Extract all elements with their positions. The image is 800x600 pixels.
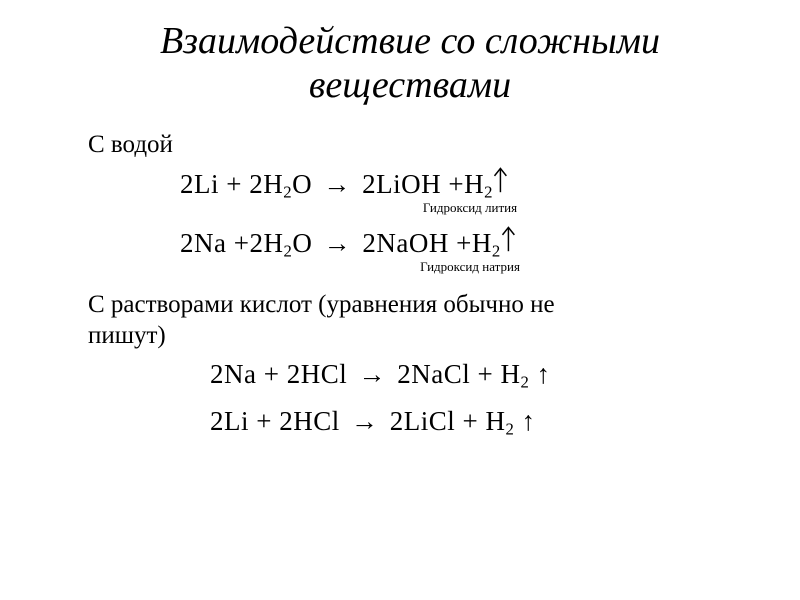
equation-caption-naoh: Гидроксид натрия [180, 259, 760, 275]
eq-token: OH [401, 169, 441, 199]
section-water: С водой 2Li + 2H2O → 2LiOH +H2 Гидроксид… [60, 129, 760, 274]
eq-token: i [393, 169, 401, 199]
eq-token: + [226, 228, 249, 258]
eq-token: O [292, 228, 312, 258]
equation-na-water: 2Na +2H2O → 2NaOH +H2 [180, 230, 760, 257]
title-line-2: веществами [309, 64, 511, 106]
acids-label-line1: С растворами кислот (уравнения обычно не [88, 291, 555, 318]
acids-label-line2: пишут) [88, 322, 166, 349]
eq-token: H [263, 228, 283, 258]
equations-acids: 2Na + 2HCl → 2NaCl + H2 ↑ 2Li + 2HCl → 2… [210, 361, 760, 435]
bullet-text-acids: С растворами кислот (уравнения обычно не… [88, 289, 555, 352]
bullet-row-acids: С растворами кислот (уравнения обычно не… [60, 289, 760, 352]
slide: Взаимодействие со сложными веществами С … [0, 0, 800, 600]
arrow-icon: → [319, 171, 355, 198]
eq-token: OH [409, 228, 449, 258]
eq-token: N [376, 228, 396, 258]
eq-token: 2NaCl + H [397, 359, 520, 389]
arrow-icon: → [320, 230, 356, 257]
bullet-row-water: С водой [60, 129, 760, 160]
eq-token: H [472, 228, 492, 258]
gas-arrow-icon: ↑ [537, 359, 551, 389]
gas-arrow-icon: ↑ [522, 406, 536, 436]
title-line-1: Взаимодействие со сложными [160, 20, 660, 62]
equation-li-water: 2Li + 2H2O → 2LiOH +H2 [180, 171, 760, 198]
equations-water: 2Li + 2H2O → 2LiOH +H2 Гидроксид лития 2… [180, 171, 760, 275]
equation-caption-lioh: Гидроксид лития [180, 200, 760, 216]
eq-token: a [396, 228, 408, 258]
bullet-text-water: С водой [88, 129, 173, 160]
eq-token: 2 [362, 228, 376, 258]
eq-token: 2Na + 2HCl [210, 359, 347, 389]
eq-token: H [263, 169, 283, 199]
eq-sub: 2 [492, 241, 501, 260]
eq-sub: 2 [283, 241, 292, 260]
eq-token: H [464, 169, 484, 199]
eq-token: 2N [180, 228, 214, 258]
section-acids: С растворами кислот (уравнения обычно не… [60, 289, 760, 436]
equation-li-hcl: 2Li + 2HCl → 2LiCl + H2 ↑ [210, 408, 760, 435]
eq-token: L [376, 169, 393, 199]
eq-token: 2 [362, 169, 376, 199]
eq-sub: 2 [520, 373, 529, 392]
eq-token: 2Li + 2HCl [210, 406, 340, 436]
eq-token: 2L [180, 169, 211, 199]
slide-title: Взаимодействие со сложными веществами [60, 20, 760, 107]
eq-token: + [219, 169, 249, 199]
eq-token: 2 [249, 169, 263, 199]
eq-token: i [211, 169, 219, 199]
eq-sub: 2 [484, 182, 493, 201]
eq-token: + [441, 169, 464, 199]
arrow-icon: → [354, 361, 390, 388]
eq-token: O [292, 169, 312, 199]
arrow-icon: → [347, 408, 383, 435]
equation-na-hcl: 2Na + 2HCl → 2NaCl + H2 ↑ [210, 361, 760, 388]
eq-sub: 2 [283, 182, 292, 201]
eq-sub: 2 [505, 420, 514, 439]
eq-token: a [214, 228, 226, 258]
eq-token: + [449, 228, 472, 258]
eq-token: 2LiCl + H [390, 406, 506, 436]
eq-token: 2 [249, 228, 263, 258]
spacer [210, 388, 760, 408]
